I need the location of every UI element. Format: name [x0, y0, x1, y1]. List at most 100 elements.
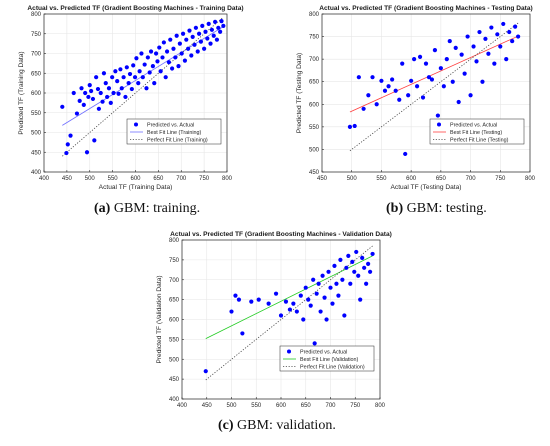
panel-a-y-tick-label: 650 [31, 71, 42, 77]
panel-a-x-tick-label: 400 [39, 176, 50, 182]
panel-c-x-tick-label: 650 [301, 403, 312, 409]
panel-a-data-point [60, 104, 65, 109]
panel-c-x-tick-label: 450 [202, 403, 213, 409]
panel-a-data-point [150, 64, 155, 69]
panel-b-data-point [486, 51, 491, 56]
panel-b-data-point [403, 151, 408, 157]
figure: 400 450 500 550 600 650 700 750 800 400 450 500 550 6… [18, 5, 536, 409]
caption-b: (b) GBM: testing. [386, 201, 487, 217]
panel-b-x-tick-label: 450 [317, 176, 328, 182]
panel-c-data-point [354, 249, 359, 255]
panel-b-data-point [423, 61, 429, 66]
panel-c-data-point [336, 293, 341, 298]
panel-b-best-fit-line [349, 35, 519, 113]
panel-a-data-point [205, 36, 210, 41]
caption-c-text: GBM: validation. [237, 418, 336, 433]
panel-a-y-tick-label: 750 [31, 32, 42, 38]
panel-b-data-point [409, 78, 414, 83]
caption-b-text: GBM: testing. [406, 201, 487, 216]
panel-b-legend-label: Best Fit Line (Testing) [450, 130, 502, 136]
panel-a-data-point [65, 142, 70, 147]
panel-a-data-point [179, 51, 184, 56]
panel-a-legend [126, 118, 222, 145]
panel-b-legend-label: Perfect Fit Line (Testing) [450, 138, 509, 144]
panel-c-data-point [298, 293, 303, 298]
panel-b-data-point [480, 79, 485, 84]
panel-b-data-point [492, 61, 497, 66]
panel-a-data-point [184, 37, 189, 42]
panel-b-y-tick-label: 800 [309, 12, 320, 18]
panel-a-data-point [137, 69, 142, 74]
panel-b-data-point [510, 38, 515, 44]
panel-a-data-point [74, 111, 80, 116]
caption-b-label: (b) [386, 201, 404, 216]
panel-a-data-point [208, 41, 213, 46]
panel-b-x-tick-label: 800 [525, 176, 536, 182]
panel-a-legend-label: Predicted vs. Actual [147, 123, 194, 129]
panel-c-data-point [360, 255, 365, 260]
panel-b-x-tick-label: 650 [436, 176, 447, 182]
panel-a-data-point [100, 99, 105, 104]
panel-a-data-point [126, 81, 131, 86]
panel-b-data-point [397, 97, 402, 102]
panel-a-data-point [213, 19, 218, 24]
panel-c-data-point [358, 297, 363, 302]
panel-c-y-tick-label: 500 [169, 357, 180, 363]
panel-c-data-point [287, 307, 293, 312]
panel-a-data-point [108, 100, 113, 105]
panel-a-data-point [155, 59, 160, 64]
panel-c-data-point [342, 313, 347, 318]
panel-a-data-point [200, 23, 205, 28]
panel-a-data-point [157, 45, 162, 50]
panel-b-y-tick-label: 500 [309, 147, 320, 153]
panel-a-data-point [216, 25, 221, 30]
panel-c-data-point [278, 313, 284, 318]
panel-a-data-point [81, 102, 86, 107]
panel-a-data-point [198, 39, 204, 44]
panel-a-data-point [98, 90, 103, 96]
panel-a-data-point [96, 106, 101, 111]
panel-b-data-point [489, 25, 494, 30]
panel-a-y-tick-label: 800 [31, 12, 42, 18]
panel-a-data-point [219, 19, 224, 24]
panel-a-data-point [64, 150, 69, 156]
panel-a-data-point [140, 75, 145, 80]
panel-c-data-point [312, 341, 317, 346]
panel-a-title: Actual vs. Predicted TF (Gradient Boosti… [27, 5, 243, 12]
panel-a-data-point [111, 90, 116, 96]
panel-b-x-tick-label: 700 [466, 176, 477, 182]
panel-c-x-tick-label: 500 [226, 403, 237, 409]
panel-a-data-point [202, 46, 207, 51]
panel-b-data-point [477, 29, 482, 35]
panel-b-data-point [462, 71, 467, 76]
panel-c-x-tick-label: 400 [177, 403, 188, 409]
panel-c-legend-label: Best Fit Line (Validation) [300, 357, 359, 363]
panel-c-x-tick-label: 550 [251, 403, 262, 409]
panel-c-data-point [356, 273, 361, 278]
panel-c-data-point [326, 269, 331, 274]
panel-a-data-point [132, 75, 138, 80]
panel-c-data-point [330, 301, 335, 306]
panel-a-data-point [189, 53, 194, 58]
panel-b-data-point [468, 93, 473, 98]
panel-c-data-point [362, 265, 367, 270]
panel-c-data-point [233, 293, 238, 298]
panel-a-data-point [158, 69, 163, 74]
panel-c-data-point [368, 269, 373, 274]
panel-a-data-point [176, 64, 181, 69]
panel-c-data-point [266, 301, 271, 306]
panel-b-data-point [429, 77, 435, 82]
panel-a-data-point [218, 29, 223, 34]
panel-c-best-fit-line [205, 255, 373, 339]
panel-c-data-point [314, 291, 319, 296]
panel-c-data-point [316, 281, 321, 286]
panel-b-data-point [516, 34, 521, 39]
panel-c-x-tick-label: 750 [350, 403, 361, 409]
panel-c-y-tick-label: 600 [169, 318, 180, 324]
panel-b-data-point [417, 54, 423, 59]
panel-a-x-tick-label: 600 [130, 176, 141, 182]
panel-c-data-point [303, 285, 308, 290]
panel-a-data-point [123, 94, 128, 100]
caption-c: (c) GBM: validation. [218, 418, 336, 434]
panel-a-data-point [173, 55, 178, 60]
